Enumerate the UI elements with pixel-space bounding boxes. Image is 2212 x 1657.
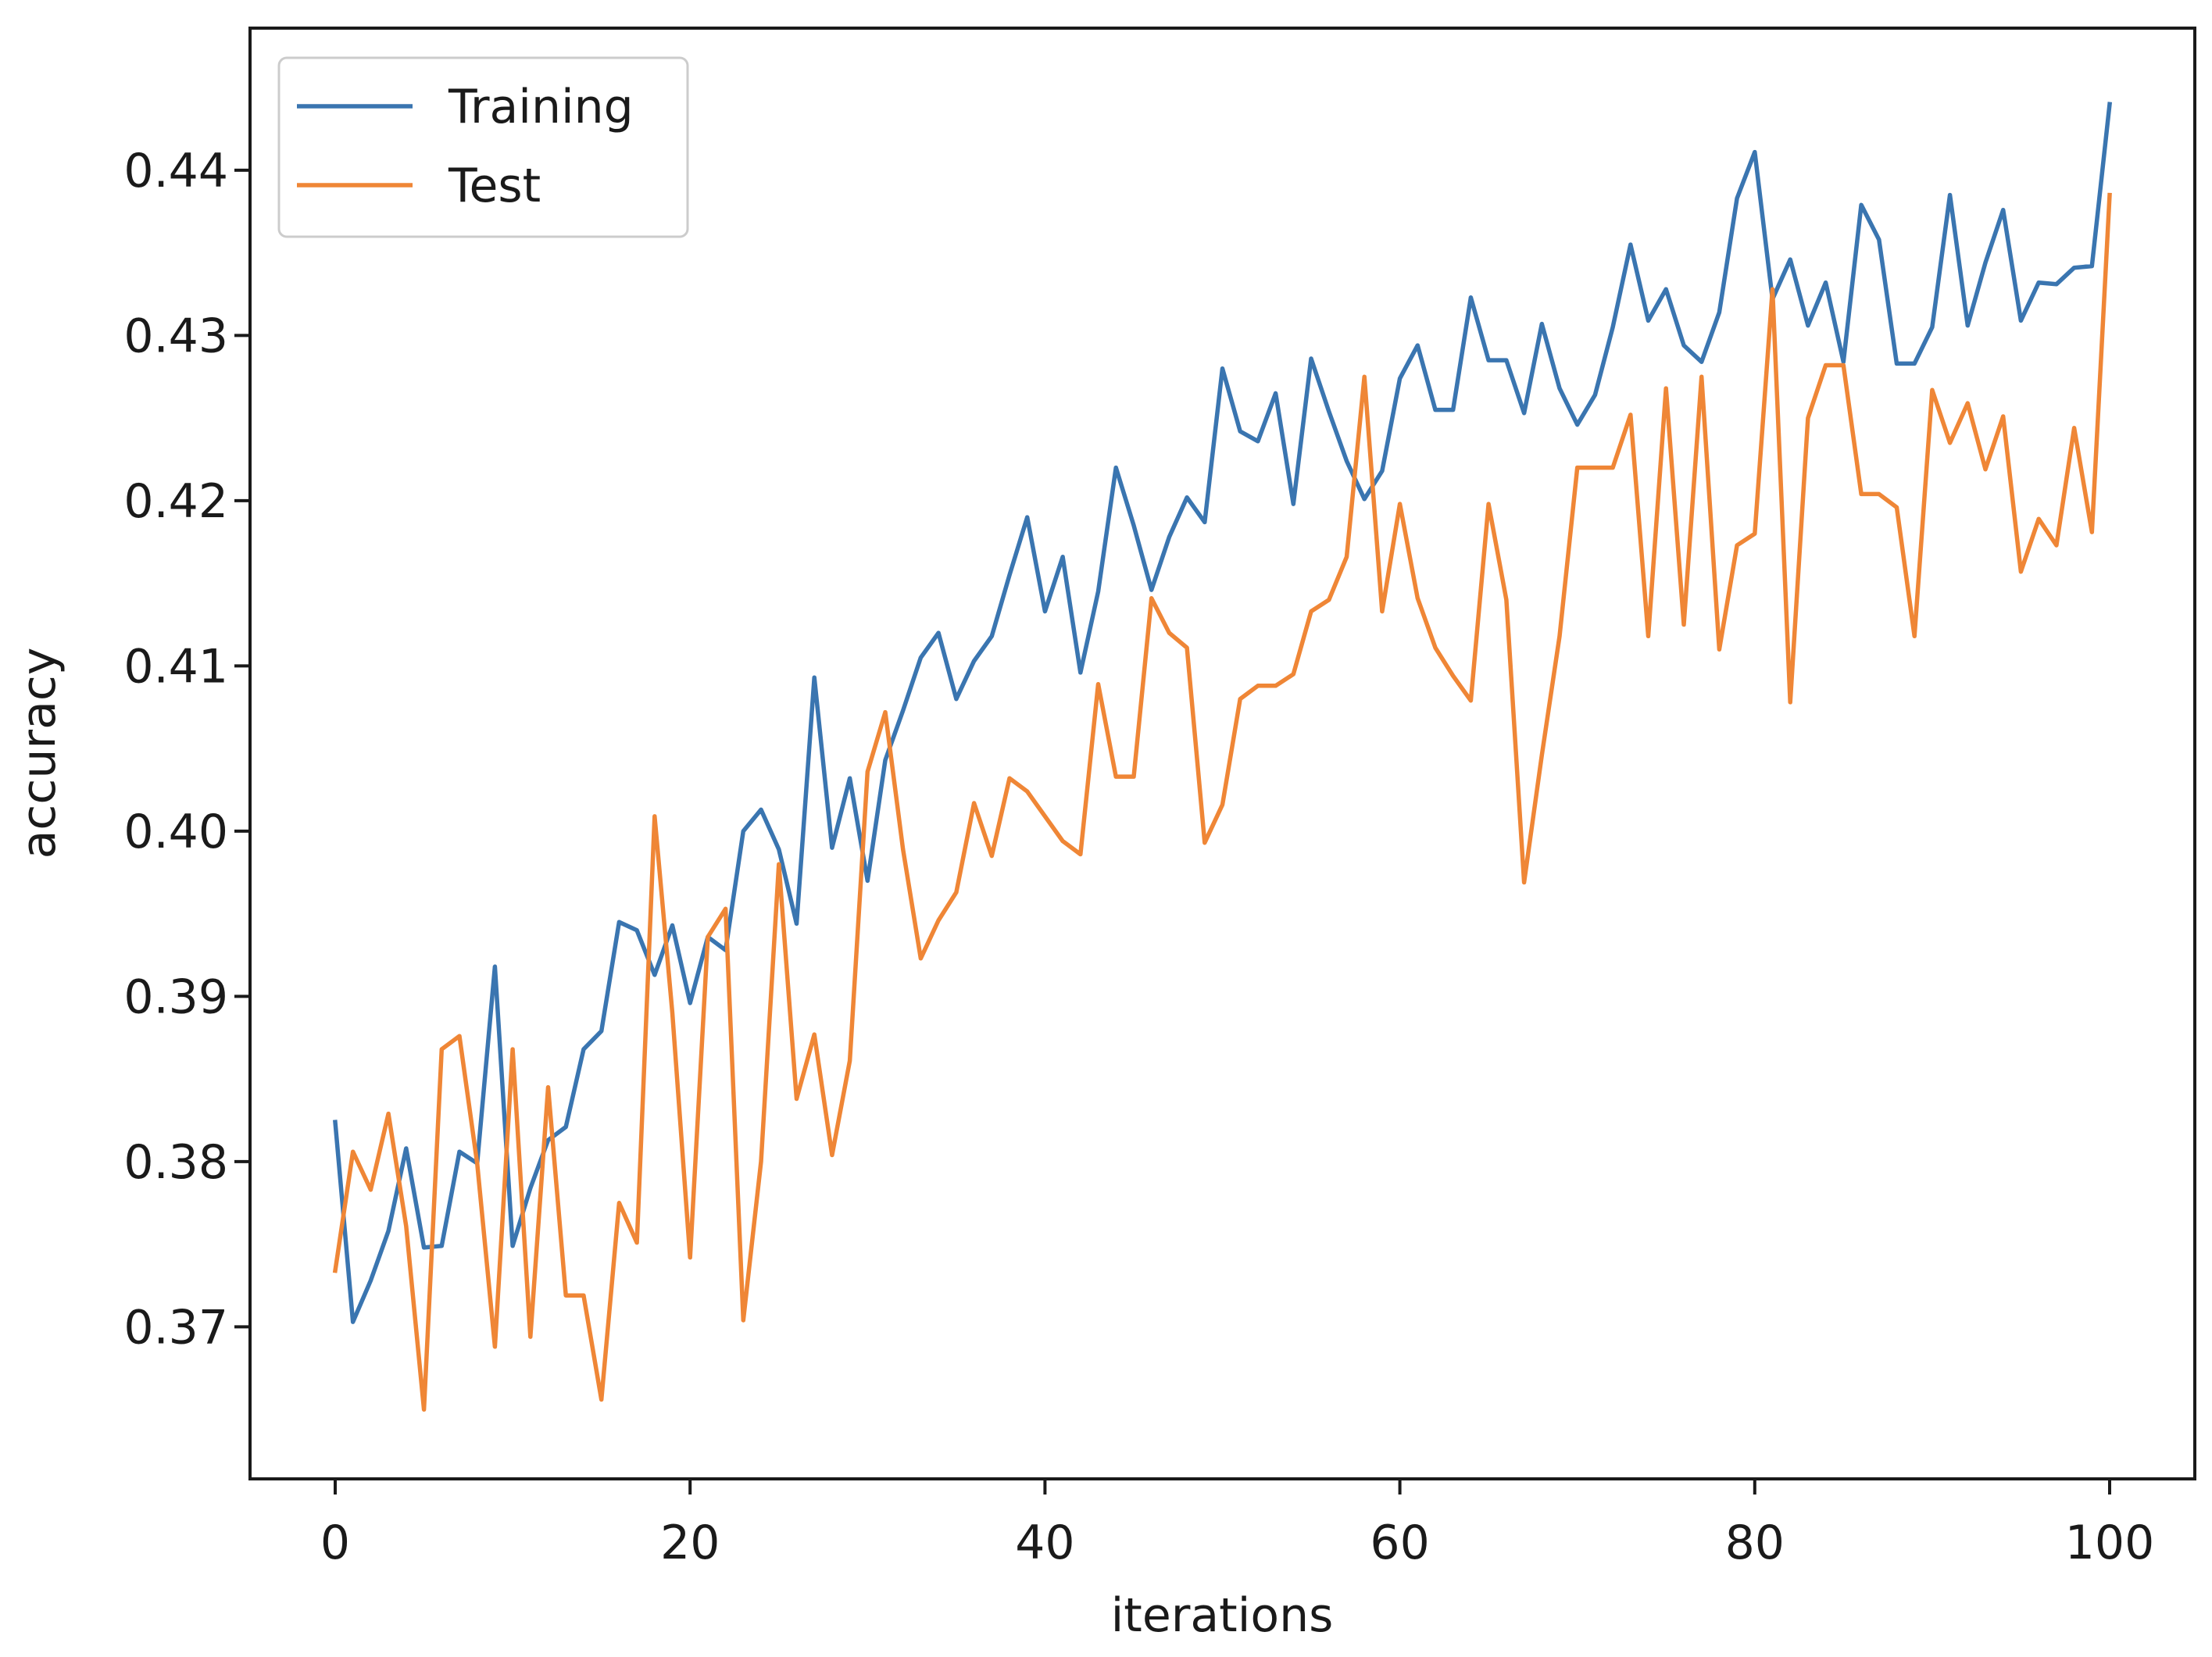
- y-axis-label: accuracy: [12, 648, 66, 859]
- y-tick-label: 0.39: [123, 970, 228, 1024]
- legend: Training Test: [277, 56, 689, 238]
- series-line-test: [332, 192, 2112, 1412]
- x-tick-label: 40: [1015, 1516, 1074, 1570]
- legend-label-training: Training: [448, 80, 634, 134]
- legend-label-test: Test: [448, 159, 541, 213]
- x-tick-label: 100: [2065, 1516, 2155, 1570]
- x-tick-label: 80: [1725, 1516, 1785, 1570]
- y-tick-label: 0.40: [123, 805, 228, 859]
- x-axis-label: iterations: [1111, 1588, 1334, 1643]
- legend-frame: [277, 56, 689, 238]
- x-tick-label: 20: [660, 1516, 720, 1570]
- x-tick-label: 60: [1370, 1516, 1429, 1570]
- x-tick-label: 0: [320, 1516, 350, 1570]
- y-tick-label: 0.41: [123, 639, 228, 694]
- series-line-training: [333, 102, 2113, 1324]
- y-tick-label: 0.44: [123, 144, 228, 198]
- y-tick-label: 0.38: [123, 1135, 228, 1190]
- plot-frame: [248, 27, 2196, 1480]
- y-tick-label: 0.37: [123, 1300, 228, 1355]
- y-tick-label: 0.43: [123, 309, 228, 363]
- y-tick-label: 0.42: [123, 474, 228, 529]
